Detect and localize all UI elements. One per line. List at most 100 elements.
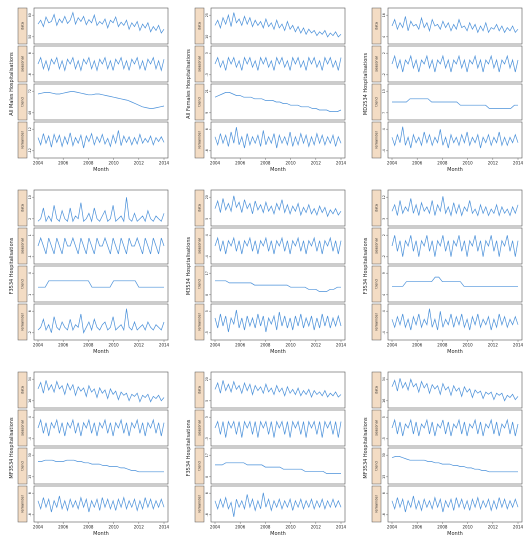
x-tick-label: 2006 <box>412 525 423 530</box>
panel-data: data 4 16 <box>371 7 523 45</box>
panel-frame <box>33 121 169 159</box>
y-tick-label: 50 <box>28 35 32 39</box>
panel-frame <box>210 45 346 83</box>
x-tick-label: 2008 <box>260 343 271 348</box>
series-line-remainder <box>37 495 165 513</box>
panel-strip <box>194 189 205 227</box>
panel-strip-label: remainder <box>375 130 379 149</box>
panel-strip <box>194 121 205 159</box>
panel-frame <box>33 447 169 485</box>
y-tick-label: 21 <box>205 89 209 93</box>
panel-remainder: remainder-6 6 <box>194 485 346 523</box>
y-tick-label: 5 <box>382 416 386 418</box>
panel-strip-label: seasonal <box>375 420 379 435</box>
y-tick-label: 8 <box>205 294 209 296</box>
panel-strip-label: data <box>375 22 379 30</box>
x-axis-label: Month <box>270 349 286 355</box>
x-tick-label: 2014 <box>336 343 347 348</box>
panel-seasonal: seasonal-2 2 <box>371 227 523 265</box>
x-axis-label: Month <box>447 349 463 355</box>
x-tick-label: 2014 <box>159 343 170 348</box>
series-line-data <box>37 380 165 403</box>
panel-seasonal: seasonal-1 1 <box>17 227 169 265</box>
x-tick-label: 2012 <box>311 525 322 530</box>
panel-remainder: remainder-4 4 <box>371 303 523 341</box>
series-line-data <box>214 195 342 218</box>
y-tick-label: 5 <box>205 218 209 220</box>
panel-strip-label: trend <box>21 461 25 470</box>
y-tick-label: 17 <box>205 453 209 457</box>
panel-seasonal: seasonal-3 3 <box>194 45 346 83</box>
x-tick-label: 2010 <box>286 161 297 166</box>
y-tick-label: 3 <box>205 52 209 54</box>
panel-strip <box>194 265 205 303</box>
panel-frame <box>387 447 523 485</box>
series-line-remainder <box>214 127 342 149</box>
panel-frame <box>210 189 346 227</box>
series-line-seasonal <box>214 56 342 71</box>
x-tick-label: 2006 <box>58 161 69 166</box>
x-tick-label: 2010 <box>109 161 120 166</box>
panel-trend: trend 8 17 <box>194 265 346 303</box>
panel-seasonal: seasonal-3 3 <box>194 409 346 447</box>
series-line-data <box>391 196 519 217</box>
series-line-data <box>37 197 165 223</box>
panel-strip <box>371 447 382 485</box>
panel-data: data 5 20 <box>194 189 346 227</box>
x-tick-label: 2012 <box>134 161 145 166</box>
panel-remainder: remainder-12 12 <box>17 121 169 159</box>
panel-strip <box>17 189 28 227</box>
stl-chart-1: All Males Hospitalisations data 50 80 season… <box>9 7 170 173</box>
y-tick-label: 15 <box>382 475 386 479</box>
y-axis-label: MD2534 Hospitalisations <box>363 53 369 116</box>
x-tick-label: 2006 <box>235 525 246 530</box>
y-tick-label: 10 <box>28 195 32 199</box>
x-tick-label: 2004 <box>33 161 44 166</box>
series-line-trend <box>38 459 164 473</box>
y-tick-label: 1 <box>28 234 32 236</box>
x-tick-label: 2008 <box>260 525 271 530</box>
x-tick-label: 2012 <box>311 161 322 166</box>
panel-frame <box>33 265 169 303</box>
panel-remainder: remainder-6 6 <box>194 121 346 159</box>
panel-strip <box>371 371 382 409</box>
x-tick-label: 2004 <box>387 161 398 166</box>
panel-frame <box>210 371 346 409</box>
y-tick-label: 20 <box>205 195 209 199</box>
y-tick-label: 34 <box>382 377 386 381</box>
x-tick-label: 2004 <box>387 343 398 348</box>
panel-strip <box>17 45 28 83</box>
x-tick-label: 2004 <box>33 343 44 348</box>
y-tick-label: 30 <box>382 453 386 457</box>
series-line-remainder <box>391 308 519 331</box>
series-line-seasonal <box>37 418 165 437</box>
x-tick-label: 2006 <box>235 161 246 166</box>
panel-strip-label: trend <box>375 461 379 470</box>
x-tick-label: 2014 <box>159 525 170 530</box>
panel-strip-label: remainder <box>198 494 202 513</box>
x-tick-label: 2010 <box>286 343 297 348</box>
x-tick-label: 2010 <box>463 525 474 530</box>
panel-frame <box>33 303 169 341</box>
panel-strip-label: data <box>21 22 25 30</box>
panel-strip-label: trend <box>198 97 202 106</box>
x-axis-label: Month <box>447 531 463 537</box>
panel-strip-label: trend <box>198 279 202 288</box>
x-tick-label: 2010 <box>286 525 297 530</box>
panel-strip <box>371 45 382 83</box>
x-tick-label: 2006 <box>412 161 423 166</box>
panel-data: data 50 80 <box>17 7 169 45</box>
x-tick-label: 2004 <box>210 343 221 348</box>
panel-strip <box>371 303 382 341</box>
x-tick-label: 2010 <box>463 161 474 166</box>
y-tick-label: 4 <box>205 234 209 236</box>
y-axis-label: F3534 Hospitalisations <box>363 237 369 294</box>
x-tick-label: 2012 <box>311 343 322 348</box>
x-tick-label: 2010 <box>109 343 120 348</box>
stl-chart-7: MF3534 Hospitalisationsdata1634seasonal-… <box>9 371 170 537</box>
panel-frame <box>33 409 169 447</box>
panel-strip <box>194 409 205 447</box>
panel-frame <box>387 409 523 447</box>
series-line-remainder <box>391 126 519 149</box>
x-tick-label: 2004 <box>387 525 398 530</box>
